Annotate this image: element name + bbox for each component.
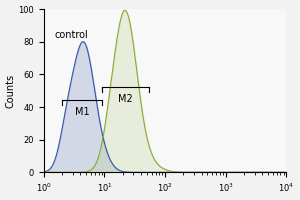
Y-axis label: Counts: Counts — [6, 74, 16, 108]
Text: M2: M2 — [118, 94, 133, 104]
Text: control: control — [55, 30, 88, 40]
Text: M1: M1 — [75, 107, 89, 117]
